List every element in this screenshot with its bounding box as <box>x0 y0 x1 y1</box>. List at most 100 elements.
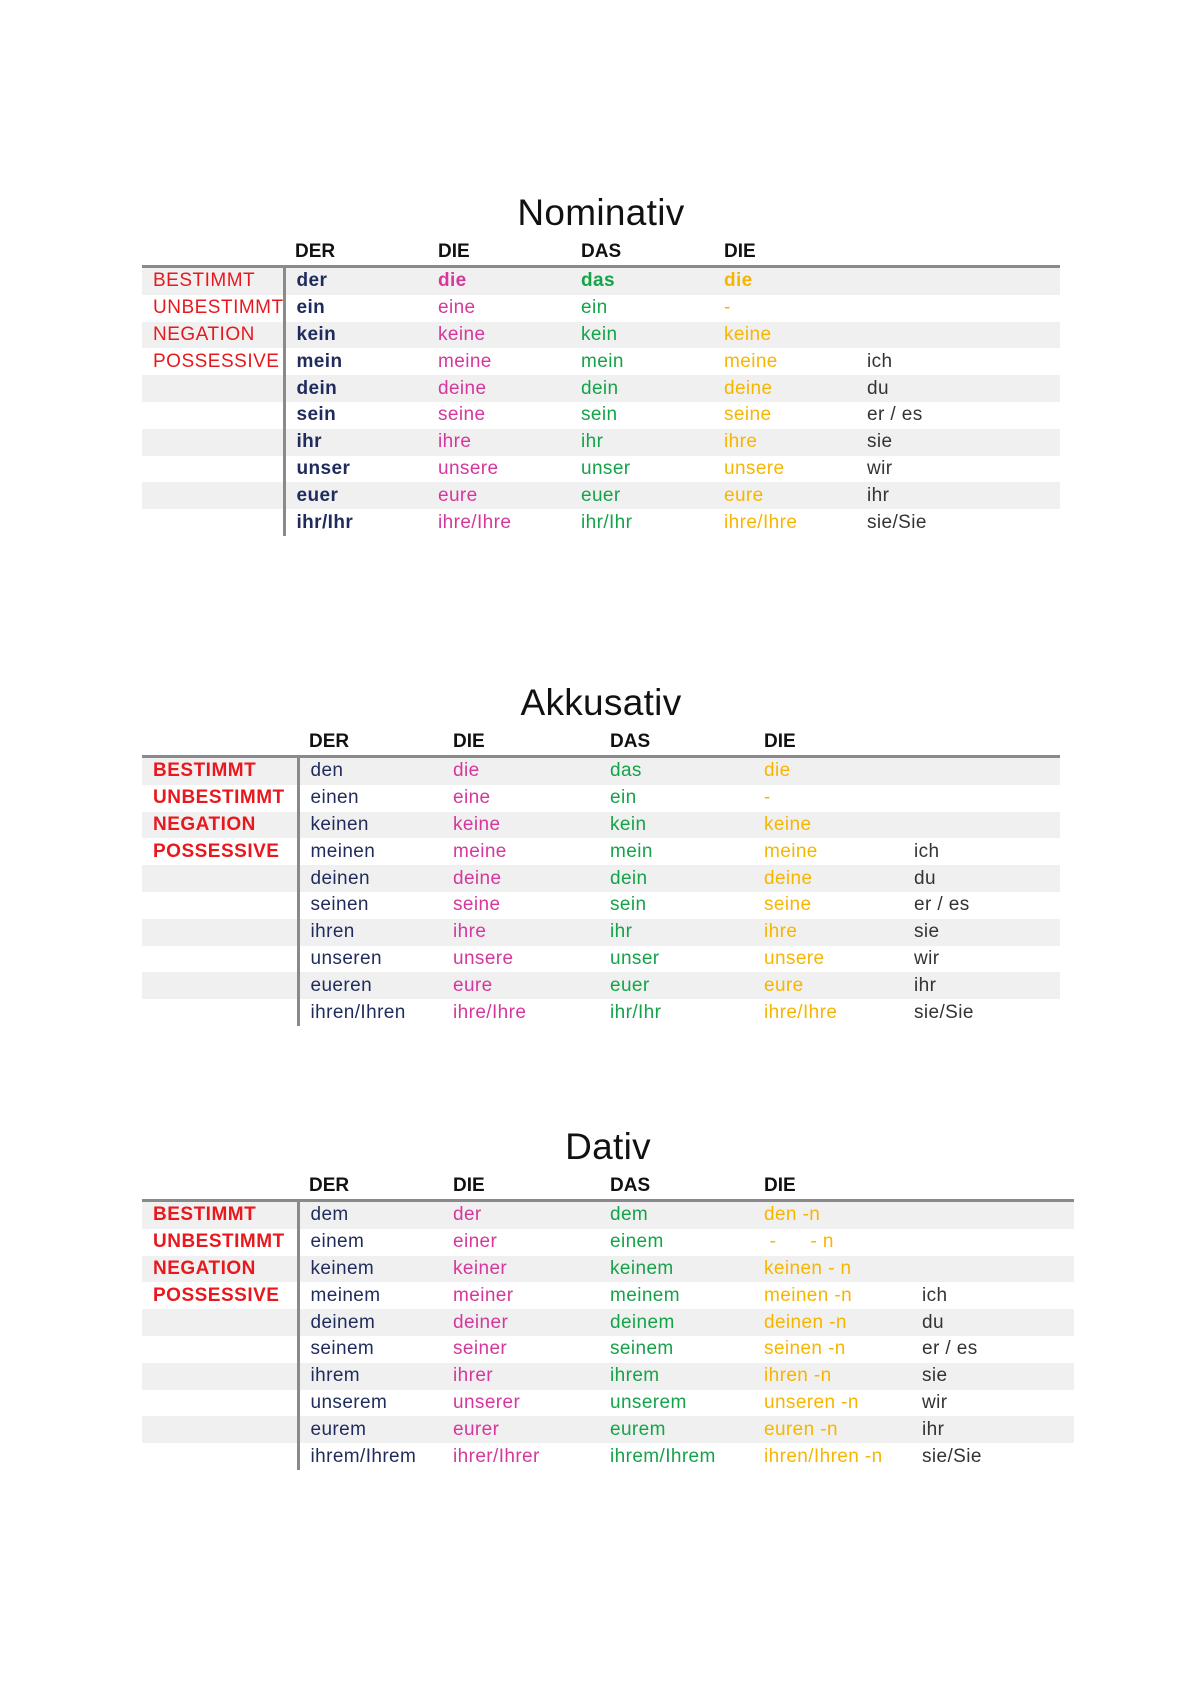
cell-plural: keine <box>753 811 903 839</box>
cell-das: euer <box>599 972 753 1000</box>
table-row: seinem seiner seinem seinen -n er / es <box>142 1335 1074 1363</box>
cell-plural: seinen -n <box>764 1338 846 1360</box>
corner-cell <box>142 728 298 758</box>
cell-die: deine <box>442 865 599 892</box>
cell-das: unserem <box>610 1391 687 1413</box>
row-label <box>142 892 298 919</box>
cell-plural: euren -n <box>753 1416 911 1444</box>
cell-pronoun <box>903 785 1060 812</box>
cell-plural: ihre <box>753 918 903 946</box>
row-label <box>142 972 298 1000</box>
cell-das: unser <box>610 947 660 969</box>
row-label: NEGATION <box>142 1255 298 1283</box>
row-label <box>142 402 284 429</box>
cell-das: keinem <box>599 1255 753 1283</box>
cell-plural: seine <box>764 894 812 916</box>
cell-das: das <box>570 266 713 295</box>
table-row: unserem unserer unserem unseren -n wir <box>142 1389 1074 1417</box>
cell-pronoun: du <box>911 1309 1074 1336</box>
table-row: deinem deiner deinem deinen -n du <box>142 1309 1074 1336</box>
cell-die: eine <box>453 787 491 809</box>
header-das: DAS <box>599 728 753 758</box>
cell-plural: meine <box>764 840 818 862</box>
cell-pronoun <box>903 756 1060 785</box>
cell-pronoun <box>903 811 1060 839</box>
cell-der: deinem <box>296 1309 442 1336</box>
cell-die: die <box>442 756 599 785</box>
cell-pronoun: sie <box>911 1362 1074 1390</box>
section-title: Dativ <box>565 1126 651 1167</box>
declension-table: DER DIE DAS DIE BESTIMMT den die das die UNB… <box>142 728 1060 1026</box>
table-row: ihr/Ihr ihre/Ihre ihr/Ihr ihre/Ihre sie/Sie <box>142 509 1060 536</box>
corner-cell <box>142 238 284 268</box>
cell-die: keine <box>427 321 570 349</box>
cell-plural: unseren -n <box>764 1391 859 1413</box>
header-die-plural: DIE <box>713 238 856 268</box>
cell-die: eurer <box>442 1416 599 1444</box>
row-label: BESTIMMT <box>142 756 298 785</box>
table-row: UNBESTIMMT einen eine ein - <box>142 784 1060 812</box>
cell-der: euer <box>282 482 427 510</box>
cell-pronoun <box>911 1229 1074 1256</box>
cell-pronoun: sie <box>856 428 1060 456</box>
table-row: eueren eure euer eure ihr <box>142 972 1060 1000</box>
cell-plural: ihre <box>713 428 856 456</box>
cell-pronoun <box>911 1255 1074 1283</box>
declension-table: DER DIE DAS DIE BESTIMMT dem der dem den -n … <box>142 1172 1074 1470</box>
row-label <box>142 1416 298 1444</box>
cell-der: seinen <box>296 891 442 919</box>
cell-das: euer <box>570 482 713 510</box>
cell-pronoun <box>856 295 1060 322</box>
cell-das: kein <box>599 811 753 839</box>
cell-die: unsere <box>453 947 514 969</box>
cell-der: der <box>282 266 427 295</box>
cell-das: dein <box>599 865 753 892</box>
cell-der: ihr <box>282 428 427 456</box>
header-die: DIE <box>442 728 599 758</box>
section-title: Akkusativ <box>520 682 682 723</box>
cell-der: den <box>296 756 442 785</box>
table-row: UNBESTIMMT einem einer einem - - n <box>142 1228 1074 1256</box>
header-row: DER DIE DAS DIE <box>142 1172 1074 1202</box>
cell-das: einem <box>610 1231 664 1253</box>
table-row: ihrem/Ihrem ihrer/Ihrer ihrem/Ihrem ihren/I… <box>142 1443 1074 1470</box>
cell-die: meine <box>453 840 507 862</box>
cell-die: seiner <box>453 1338 508 1360</box>
cell-pronoun: du <box>903 865 1060 892</box>
cell-der: einem <box>296 1228 442 1256</box>
table-row: BESTIMMT den die das die <box>142 756 1060 785</box>
cell-plural: keinen - n <box>753 1255 911 1283</box>
header-row: DER DIE DAS DIE <box>142 728 1060 758</box>
cell-pronoun: ihr <box>911 1416 1074 1444</box>
cell-plural: unsere <box>764 947 825 969</box>
cell-plural: - <box>764 787 771 809</box>
cell-die: ihre/Ihre <box>438 511 512 533</box>
header-die-plural: DIE <box>753 1172 911 1202</box>
cell-das: sein <box>610 894 647 916</box>
cell-plural: - - n <box>764 1231 834 1253</box>
row-label <box>142 428 284 456</box>
cell-plural: ihren/Ihren -n <box>764 1445 883 1467</box>
cell-plural: ihre/Ihre <box>764 1001 838 1023</box>
cell-der: meinen <box>296 838 442 866</box>
table-row: sein seine sein seine er / es <box>142 401 1060 429</box>
cell-plural: eure <box>753 972 903 1000</box>
row-label <box>142 1443 298 1470</box>
corner-cell <box>142 1172 298 1202</box>
cell-pronoun: sie/Sie <box>867 511 927 533</box>
cell-die: ihre <box>442 918 599 946</box>
row-label: POSSESSIVE <box>153 350 280 372</box>
table-row: unser unsere unser unsere wir <box>142 455 1060 483</box>
cell-die: unserer <box>453 1391 521 1413</box>
cell-pronoun: sie/Sie <box>922 1445 982 1467</box>
row-label <box>142 509 284 536</box>
akkusativ-section: Akkusativ DER DIE DAS DIE BESTIMMT den die… <box>142 678 1060 1026</box>
cell-das: mein <box>581 350 624 372</box>
cell-plural: - <box>724 297 731 319</box>
row-label <box>142 482 284 510</box>
cell-plural: ihre/Ihre <box>724 511 798 533</box>
cell-das: eurem <box>599 1416 753 1444</box>
cell-der: eueren <box>296 972 442 1000</box>
cell-plural: eure <box>713 482 856 510</box>
row-label: BESTIMMT <box>142 266 284 295</box>
